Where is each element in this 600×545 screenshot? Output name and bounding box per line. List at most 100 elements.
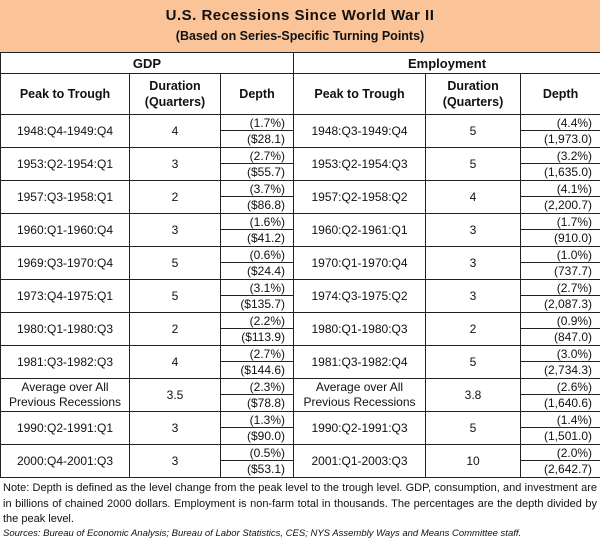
employment-depth-percent: (4.4%) <box>521 115 600 131</box>
table-title: U.S. Recessions Since World War II <box>165 7 435 24</box>
gdp-depth-percent: (1.3%) <box>221 412 294 428</box>
employment-peak-to-trough: Average over All Previous Recessions <box>293 378 427 412</box>
gdp-depth: (1.7%) ($28.1) <box>219 114 295 148</box>
gdp-depth-value: ($28.1) <box>246 132 286 146</box>
employment-peak-to-trough: 2001:Q1-2003:Q3 <box>293 444 427 478</box>
gdp-duration: 5 <box>129 246 221 280</box>
sources: Sources: Bureau of Economic Analysis; Bu… <box>3 528 522 539</box>
employment-duration: 3 <box>425 246 522 280</box>
gdp-depth-percent: (2.3%) <box>221 379 294 395</box>
title-banner: U.S. Recessions Since World War II (Base… <box>0 0 600 52</box>
gdp-depth: (1.3%) ($90.0) <box>219 411 295 445</box>
gdp-depth-percent: (0.5%) <box>221 445 294 461</box>
employment-duration: 3 <box>425 213 522 247</box>
gdp-depth-value: ($41.2) <box>246 231 286 245</box>
gdp-depth-percent: (1.7%) <box>221 115 294 131</box>
gdp-depth: (3.1%) ($135.7) <box>219 279 295 313</box>
gdp-peak-to-trough: 1960:Q1-1960:Q4 <box>0 213 130 247</box>
col-header-depth: Depth <box>219 73 295 115</box>
table-subtitle: (Based on Series-Specific Turning Points… <box>175 29 425 43</box>
gdp-depth: (0.6%) ($24.4) <box>219 246 295 280</box>
gdp-depth-value: ($90.0) <box>246 429 286 443</box>
employment-depth: (3.2%) (1,635.0) <box>520 147 600 181</box>
col-header-peak: Peak to Trough <box>293 73 427 115</box>
col-header-duration: Duration (Quarters) <box>425 73 522 115</box>
employment-duration: 2 <box>425 312 522 346</box>
employment-depth-value: (847.0) <box>554 330 593 344</box>
table-row: 1960:Q1-1960:Q4 3 (1.6%) ($41.2) 1960:Q2-… <box>0 213 600 247</box>
gdp-depth-percent: (2.7%) <box>221 148 294 164</box>
employment-duration: 4 <box>425 180 522 214</box>
table-row: 1948:Q4-1949:Q4 4 (1.7%) ($28.1) 1948:Q3-… <box>0 114 600 148</box>
gdp-peak-to-trough: 1980:Q1-1980:Q3 <box>0 312 130 346</box>
gdp-duration: 4 <box>129 345 221 379</box>
table-row: 1957:Q3-1958:Q1 2 (3.7%) ($86.8) 1957:Q2-… <box>0 180 600 214</box>
table-row: 1969:Q3-1970:Q4 5 (0.6%) ($24.4) 1970:Q1-… <box>0 246 600 280</box>
duration-label: Duration <box>149 79 201 93</box>
employment-depth-percent: (2.6%) <box>521 379 600 395</box>
gdp-depth-value: ($55.7) <box>246 165 286 179</box>
employment-depth-value: (1,635.0) <box>544 165 593 179</box>
gdp-depth-value: ($135.7) <box>240 297 286 311</box>
gdp-duration: 4 <box>129 114 221 148</box>
employment-depth-value: (910.0) <box>554 231 593 245</box>
employment-depth-percent: (1.4%) <box>521 412 600 428</box>
employment-duration: 5 <box>425 147 522 181</box>
employment-depth-value: (1,640.6) <box>544 396 593 410</box>
employment-duration: 3 <box>425 279 522 313</box>
employment-depth: (4.4%) (1,973.0) <box>520 114 600 148</box>
employment-duration: 5 <box>425 411 522 445</box>
col-header-depth: Depth <box>520 73 600 115</box>
employment-depth: (1.7%) (910.0) <box>520 213 600 247</box>
duration-label: Duration <box>447 79 499 93</box>
gdp-depth-value: ($113.9) <box>241 330 286 344</box>
duration-unit: (Quarters) <box>144 95 206 109</box>
gdp-peak-to-trough: 1957:Q3-1958:Q1 <box>0 180 130 214</box>
gdp-depth: (2.7%) ($55.7) <box>219 147 295 181</box>
gdp-duration: 2 <box>129 180 221 214</box>
gdp-depth-value: ($53.1) <box>246 462 286 476</box>
gdp-peak-to-trough: 1990:Q2-1991:Q1 <box>0 411 130 445</box>
table-row: 1980:Q1-1980:Q3 2 (2.2%) ($113.9) 1980:Q1… <box>0 312 600 346</box>
employment-depth-value: (1,501.0) <box>544 429 593 443</box>
employment-duration: 5 <box>425 114 522 148</box>
gdp-depth: (3.7%) ($86.8) <box>219 180 295 214</box>
gdp-depth-value: ($78.8) <box>246 396 286 410</box>
employment-depth-percent: (2.7%) <box>521 280 600 296</box>
gdp-depth-percent: (3.7%) <box>221 181 294 197</box>
gdp-peak-to-trough: 1948:Q4-1949:Q4 <box>0 114 130 148</box>
employment-peak-to-trough: 1960:Q2-1961:Q1 <box>293 213 427 247</box>
employment-depth: (2.0%) (2,642.7) <box>520 444 600 478</box>
employment-depth: (2.6%) (1,640.6) <box>520 378 600 412</box>
gdp-duration: 3.5 <box>129 378 221 412</box>
employment-peak-to-trough: 1957:Q2-1958:Q2 <box>293 180 427 214</box>
gdp-peak-to-trough: 2000:Q4-2001:Q3 <box>0 444 130 478</box>
duration-unit: (Quarters) <box>442 95 504 109</box>
gdp-peak-to-trough: 1973:Q4-1975:Q1 <box>0 279 130 313</box>
employment-depth: (4.1%) (2,200.7) <box>520 180 600 214</box>
employment-depth: (1.0%) (737.7) <box>520 246 600 280</box>
gdp-depth: (0.5%) ($53.1) <box>219 444 295 478</box>
gdp-depth-value: ($144.6) <box>240 363 286 377</box>
group-header-gdp: GDP <box>0 52 295 74</box>
gdp-duration: 3 <box>129 444 221 478</box>
employment-peak-to-trough: 1980:Q1-1980:Q3 <box>293 312 427 346</box>
gdp-depth: (2.7%) ($144.6) <box>219 345 295 379</box>
employment-duration: 5 <box>425 345 522 379</box>
employment-depth: (3.0%) (2,734.3) <box>520 345 600 379</box>
table-row: Average over All Previous Recessions 3.5… <box>0 378 600 412</box>
employment-peak-to-trough: 1970:Q1-1970:Q4 <box>293 246 427 280</box>
gdp-depth: (2.2%) ($113.9) <box>219 312 295 346</box>
employment-peak-to-trough: 1990:Q2-1991:Q3 <box>293 411 427 445</box>
employment-peak-to-trough: 1981:Q3-1982:Q4 <box>293 345 427 379</box>
gdp-peak-to-trough: 1969:Q3-1970:Q4 <box>0 246 130 280</box>
employment-depth-percent: (2.0%) <box>521 445 600 461</box>
col-header-peak: Peak to Trough <box>0 73 130 115</box>
employment-depth-percent: (1.0%) <box>521 247 600 263</box>
gdp-depth: (1.6%) ($41.2) <box>219 213 295 247</box>
gdp-duration: 3 <box>129 411 221 445</box>
employment-depth: (1.4%) (1,501.0) <box>520 411 600 445</box>
employment-depth-percent: (1.7%) <box>521 214 600 230</box>
gdp-depth-percent: (1.6%) <box>221 214 294 230</box>
employment-depth-value: (737.7) <box>554 264 593 278</box>
